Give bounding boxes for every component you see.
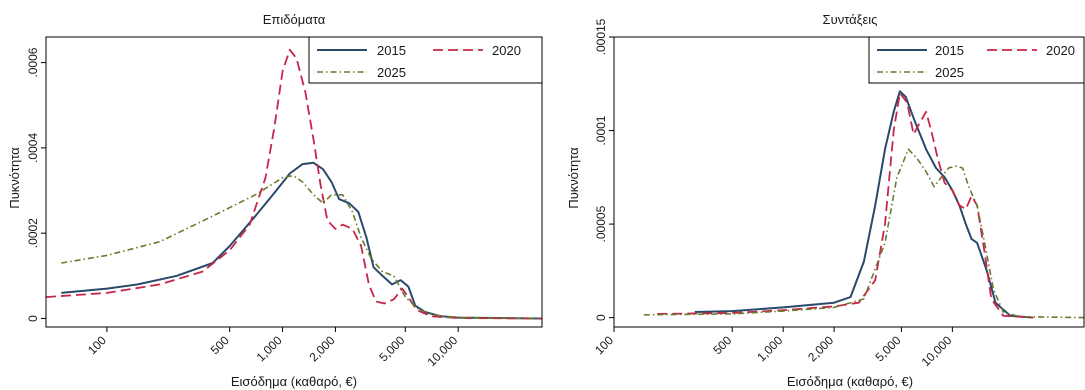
x-tick-label: 2,000 xyxy=(805,333,836,364)
x-tick-label: 5,000 xyxy=(376,333,407,364)
x-tick-label: 500 xyxy=(208,333,232,357)
x-tick-label: 2,000 xyxy=(306,333,337,364)
y-tick-label: 0 xyxy=(594,314,608,321)
panel-benefits: Επιδόματα Πυκνότητα Εισόδημα (καθαρό, €)… xyxy=(7,12,542,389)
y-tick-label: .0006 xyxy=(26,47,40,77)
y-axis-label: Πυκνότητα xyxy=(7,147,22,209)
series-line-2025 xyxy=(644,149,1084,317)
y-axis-ticks: 0 .00005 .0001 .00015 xyxy=(594,18,614,321)
series-lines xyxy=(46,50,542,319)
x-tick-label: 1,000 xyxy=(754,333,785,364)
y-tick-label: .0001 xyxy=(594,115,608,145)
y-tick-label: 0 xyxy=(26,315,40,322)
legend-label-2015: 2015 xyxy=(935,43,964,58)
x-axis-label: Εισόδημα (καθαρό, €) xyxy=(787,374,913,389)
x-tick-label: 10,000 xyxy=(424,333,460,369)
series-line-2015 xyxy=(695,91,1033,317)
legend: 2015 2020 2025 xyxy=(309,37,542,83)
x-tick-label: 10,000 xyxy=(919,333,955,369)
y-axis-ticks: 0 .0002 .0004 .0006 xyxy=(26,47,46,322)
x-tick-label: 100 xyxy=(592,333,616,357)
y-tick-label: .0004 xyxy=(26,133,40,163)
chart-title: Συντάξεις xyxy=(823,12,878,27)
legend-label-2020: 2020 xyxy=(492,43,521,58)
series-lines xyxy=(644,91,1084,317)
series-line-2015 xyxy=(61,163,542,319)
y-tick-label: .00015 xyxy=(594,18,608,55)
series-line-2020 xyxy=(46,50,542,319)
y-tick-label: .00005 xyxy=(594,205,608,242)
x-tick-label: 5,000 xyxy=(872,333,903,364)
legend-label-2025: 2025 xyxy=(377,65,406,80)
legend-label-2020: 2020 xyxy=(1046,43,1075,58)
legend: 2015 2020 2025 xyxy=(869,37,1084,83)
x-tick-label: 500 xyxy=(710,333,734,357)
series-line-2025 xyxy=(61,176,542,319)
x-axis-ticks: 100 500 1,000 2,000 5,000 10,000 xyxy=(592,327,955,369)
panel-pensions: Συντάξεις Πυκνότητα Εισόδημα (καθαρό, €)… xyxy=(566,12,1084,389)
x-axis-label: Εισόδημα (καθαρό, €) xyxy=(231,374,357,389)
x-tick-label: 1,000 xyxy=(254,333,285,364)
y-tick-label: .0002 xyxy=(26,218,40,248)
legend-label-2015: 2015 xyxy=(377,43,406,58)
legend-label-2025: 2025 xyxy=(935,65,964,80)
x-tick-label: 100 xyxy=(85,333,109,357)
x-axis-ticks: 100 500 1,000 2,000 5,000 10,000 xyxy=(85,327,461,369)
chart-title: Επιδόματα xyxy=(263,12,326,27)
y-axis-label: Πυκνότητα xyxy=(566,147,581,209)
